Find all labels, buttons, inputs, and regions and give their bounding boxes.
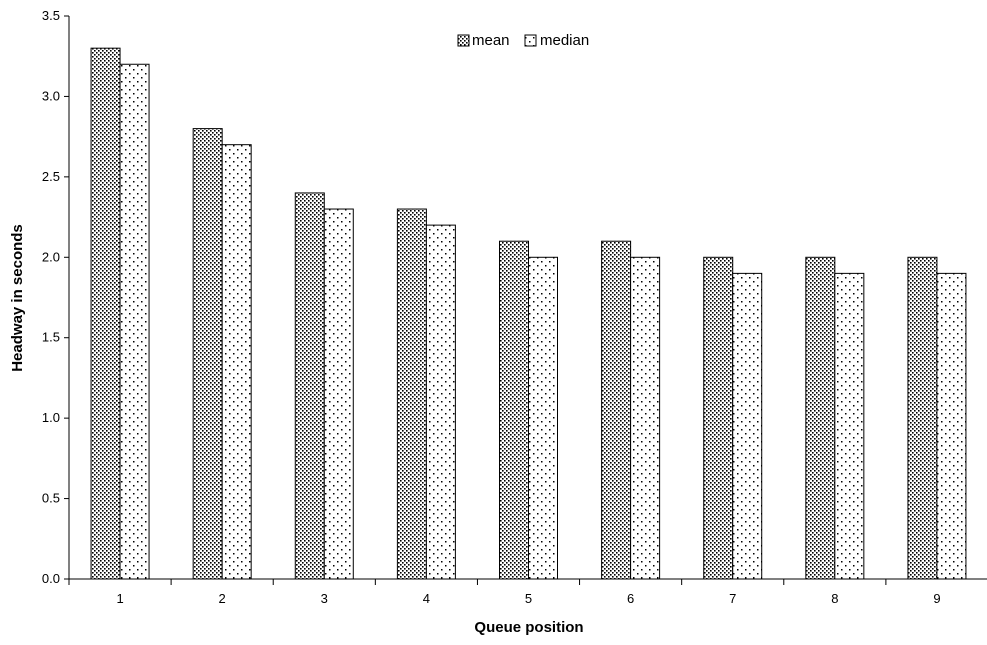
- bar-mean-2: [192, 128, 223, 580]
- y-tick-label: 1.5: [42, 330, 60, 345]
- y-tick-label: 0.0: [42, 571, 60, 586]
- x-tick-label: 2: [219, 591, 226, 606]
- bar-median-6: [630, 256, 661, 580]
- bar-median-4: [425, 224, 456, 580]
- bar-median-1: [119, 63, 150, 580]
- bar-median-8: [834, 272, 865, 580]
- x-tick-label: 5: [525, 591, 532, 606]
- x-tick-label: 6: [627, 591, 634, 606]
- y-tick-label: 1.0: [42, 410, 60, 425]
- bar-mean-3: [294, 192, 325, 580]
- y-tick-label: 3.5: [42, 8, 60, 23]
- legend-label-median: median: [540, 32, 589, 49]
- y-tick-label: 2.5: [42, 169, 60, 184]
- x-tick-label: 8: [831, 591, 838, 606]
- x-tick-label: 9: [933, 591, 940, 606]
- y-axis-title: Headway in seconds: [9, 224, 26, 372]
- legend-swatch-median: [524, 34, 537, 47]
- y-axis: 0.0 0.5 1.0 1.5 2.0 2.5 3.0 3.5: [42, 8, 70, 586]
- legend: mean median: [457, 32, 589, 49]
- legend-label-mean: mean: [472, 32, 510, 49]
- bar-median-7: [732, 272, 763, 580]
- x-tick-label: 7: [729, 591, 736, 606]
- bar-mean-6: [601, 240, 632, 580]
- bar-mean-4: [396, 208, 427, 580]
- x-tick-label: 3: [321, 591, 328, 606]
- y-tick-label: 3.0: [42, 88, 60, 103]
- bar-median-3: [323, 208, 354, 580]
- bar-median-5: [528, 256, 558, 580]
- y-tick-label: 2.0: [42, 249, 60, 264]
- x-tick-label: 1: [116, 591, 123, 606]
- bars: [90, 47, 967, 580]
- bar-mean-8: [805, 256, 836, 580]
- x-tick-label: 4: [423, 591, 430, 606]
- bar-mean-9: [907, 256, 938, 580]
- legend-swatch-mean: [457, 34, 470, 47]
- bar-mean-1: [90, 47, 121, 580]
- x-axis: 1 2 3 4 5 6 7 8 9: [68, 578, 987, 606]
- y-tick-label: 0.5: [42, 491, 60, 506]
- bar-median-2: [221, 144, 252, 580]
- x-axis-title: Queue position: [474, 619, 583, 636]
- bar-mean-7: [703, 256, 734, 580]
- bar-median-9: [936, 272, 967, 580]
- bar-mean-5: [499, 240, 529, 580]
